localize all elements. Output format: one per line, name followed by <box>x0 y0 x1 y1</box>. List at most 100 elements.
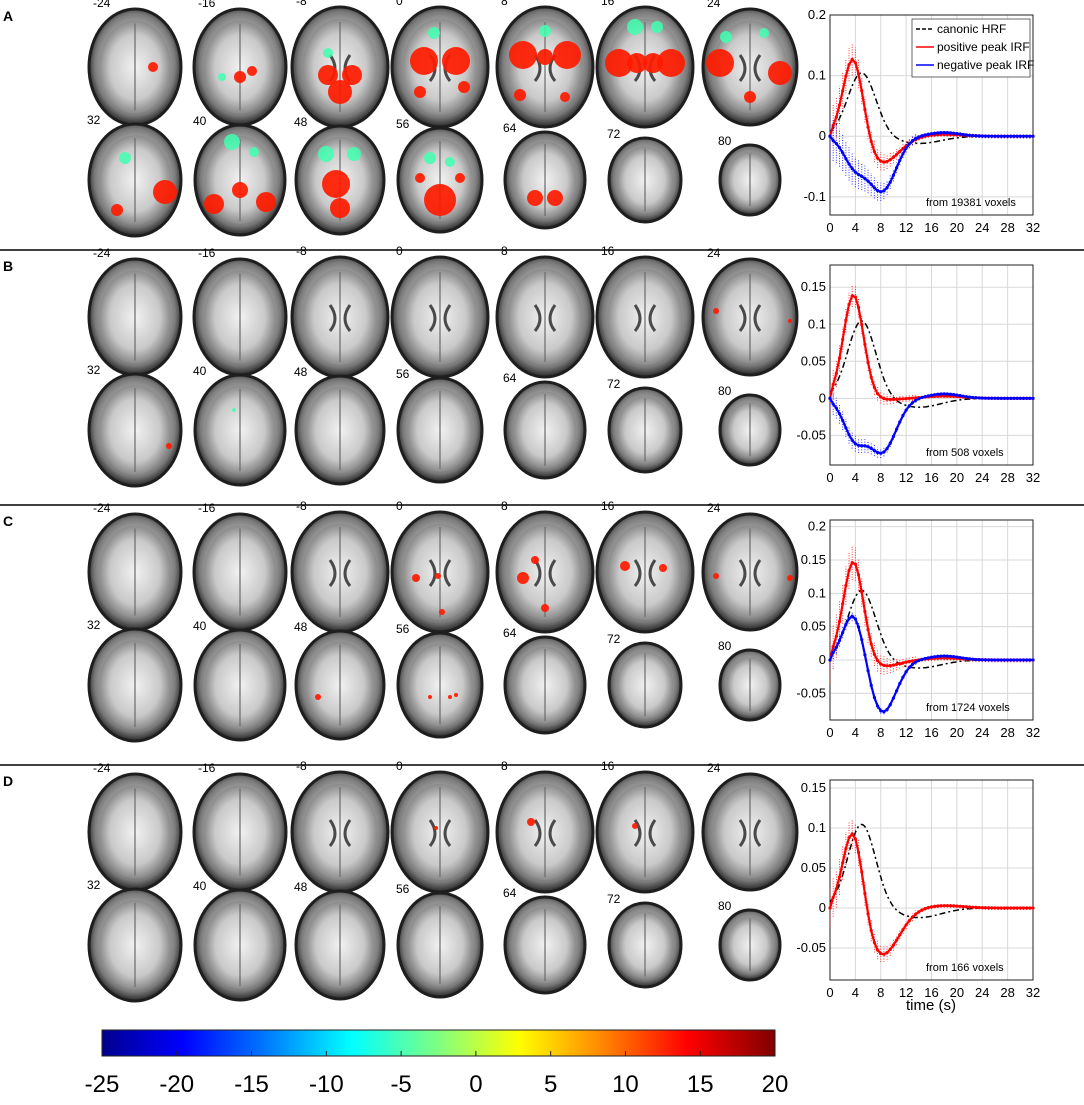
negative-irf-point <box>901 675 905 679</box>
positive-irf-point <box>1021 906 1026 910</box>
brain-slice: -8 <box>290 759 390 894</box>
negative-irf-point <box>1025 658 1029 662</box>
activation-positive <box>434 826 438 830</box>
negative-irf-point <box>955 655 959 659</box>
positive-irf-point <box>914 912 918 916</box>
negative-irf-point <box>904 146 908 150</box>
colorbar-tick-label: -25 <box>85 1071 120 1098</box>
activation-positive <box>111 204 123 216</box>
positive-irf-point <box>996 906 1000 910</box>
negative-irf-point <box>837 412 842 416</box>
positive-irf-point <box>879 395 883 399</box>
negative-irf-point <box>1025 134 1029 138</box>
slice-label: 64 <box>503 626 517 640</box>
positive-irf-point <box>901 146 905 151</box>
brain-slice: 40 <box>193 114 287 237</box>
brain-slice: 8 <box>495 244 595 379</box>
negative-irf-point <box>974 134 978 138</box>
positive-irf-point <box>863 891 867 896</box>
negative-irf-point <box>882 189 886 193</box>
positive-irf-point <box>1031 906 1035 910</box>
negative-irf-point <box>971 395 975 400</box>
positive-irf-point <box>869 375 873 379</box>
slice-label: -24 <box>93 501 111 515</box>
slice-label: -24 <box>93 761 111 775</box>
negative-irf-point <box>996 396 1000 400</box>
positive-irf-point <box>879 952 883 956</box>
brain-slice: 64 <box>503 371 587 480</box>
brain-slice: 24 <box>701 501 799 632</box>
positive-irf-point <box>847 836 851 840</box>
x-axis-label: time (s) <box>906 997 956 1014</box>
positive-irf-point <box>891 663 896 667</box>
negative-irf-point <box>882 710 886 714</box>
x-tick-label: 4 <box>852 985 859 1000</box>
activation-positive <box>706 49 734 77</box>
brain-slice: 80 <box>718 639 782 722</box>
negative-irf-point <box>904 670 908 674</box>
negative-irf-point <box>888 441 892 445</box>
positive-irf-point <box>860 88 864 93</box>
positive-irf-point <box>1012 906 1016 910</box>
activation-positive <box>659 564 667 572</box>
slice-label: 56 <box>396 117 410 131</box>
positive-irf-point <box>850 294 854 298</box>
negative-irf-point <box>1006 134 1010 138</box>
positive-irf-point <box>844 846 848 851</box>
activation-positive <box>232 182 248 198</box>
slice-label: 0 <box>396 0 403 8</box>
positive-irf-point <box>872 940 877 945</box>
negative-irf-point <box>872 186 877 190</box>
negative-irf-point <box>939 654 943 658</box>
x-tick-label: 16 <box>924 470 938 485</box>
positive-irf-point <box>898 662 902 666</box>
negative-irf-point <box>875 450 880 455</box>
brain-slice: 8 <box>495 499 595 634</box>
positive-irf-point <box>869 139 873 144</box>
negative-irf-point <box>888 702 892 707</box>
brain-slice: -24 <box>87 246 183 377</box>
activation-negative <box>445 157 455 167</box>
colorbar-tick-label: 10 <box>612 1071 639 1098</box>
activation-positive <box>412 574 420 582</box>
y-tick-label: 0.15 <box>801 780 826 795</box>
activation-positive <box>657 49 685 77</box>
positive-irf-point <box>888 397 892 402</box>
brain-slice: 32 <box>87 113 183 238</box>
positive-irf-point <box>863 107 867 112</box>
activation-positive <box>537 49 553 65</box>
negative-irf-point <box>844 622 848 627</box>
negative-irf-point <box>914 398 918 402</box>
negative-irf-point <box>933 131 937 135</box>
negative-irf-point <box>1025 396 1029 400</box>
brain-slice: 16 <box>595 499 695 634</box>
negative-irf-point <box>1018 134 1022 138</box>
brain-slice: 72 <box>607 892 683 989</box>
slice-label: -24 <box>93 246 111 260</box>
negative-irf-point <box>885 185 889 190</box>
y-tick-label: 0.15 <box>801 552 826 567</box>
negative-irf-point <box>986 134 991 138</box>
slice-label: 72 <box>607 892 621 906</box>
negative-irf-point <box>869 182 873 187</box>
brain-slice: 48 <box>294 115 386 236</box>
negative-irf-point <box>1015 134 1019 138</box>
negative-irf-point <box>898 158 902 163</box>
x-tick-label: 16 <box>924 985 938 1000</box>
negative-irf-point <box>866 669 870 673</box>
activation-positive <box>517 572 529 584</box>
negative-irf-point <box>993 134 997 138</box>
x-tick-label: 0 <box>826 470 833 485</box>
positive-irf-point <box>866 125 870 129</box>
colorbar-tick-label: 0 <box>469 1071 482 1098</box>
positive-irf-point <box>986 906 991 910</box>
irf-chart: 0 4 8 12 16 20 24 28 32 -0.05 0 0.05 0.1 0.15 from 508… <box>796 264 1040 485</box>
brain-slice: 80 <box>718 384 782 467</box>
negative-irf-point <box>888 180 892 184</box>
brain-slice: -16 <box>192 501 288 632</box>
x-tick-label: 24 <box>975 725 989 740</box>
negative-irf-point <box>914 660 918 664</box>
negative-irf-point <box>875 704 880 708</box>
slice-label: 0 <box>396 759 403 773</box>
negative-irf-point <box>869 683 873 688</box>
